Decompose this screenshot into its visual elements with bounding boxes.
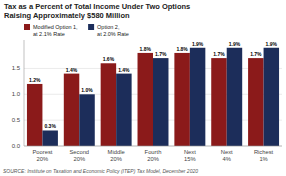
- x-axis-line: [24, 146, 282, 147]
- bar: [64, 74, 79, 146]
- data-label: 1.9%: [266, 41, 278, 47]
- x-tick-label: Richest1%: [254, 149, 274, 162]
- data-label: 1.4%: [118, 67, 130, 73]
- y-tick-label: 0.0: [12, 143, 21, 149]
- data-label: 1.9%: [192, 41, 204, 47]
- data-labels: 1.2%1.4%1.6%1.8%1.8%1.7%1.7%0.3%1.0%1.4%…: [29, 41, 278, 130]
- x-tick-label: Next15%: [184, 149, 196, 162]
- bar: [174, 53, 189, 146]
- data-label: 1.4%: [66, 67, 78, 73]
- legend-swatch: [88, 24, 94, 30]
- data-label: 0.3%: [44, 123, 56, 129]
- x-tick-label: Second20%: [69, 149, 89, 162]
- bars: [27, 48, 279, 146]
- bar: [79, 94, 94, 146]
- bar: [42, 130, 57, 146]
- data-label: 1.2%: [29, 77, 41, 83]
- x-tick-label: Poorest20%: [32, 149, 52, 162]
- x-tick-label: Middle20%: [108, 149, 125, 162]
- legend-entry: Modified Option 1,at 2.1% Rate: [33, 24, 78, 37]
- data-label: 1.7%: [213, 51, 225, 57]
- bar: [190, 48, 205, 146]
- y-tick-label: 1.0: [12, 91, 21, 97]
- x-tick-label: Fourth20%: [145, 149, 162, 162]
- data-label: 1.7%: [155, 51, 167, 57]
- data-label: 1.9%: [229, 41, 241, 47]
- legend: Modified Option 1,at 2.1% Rate Option 2,a…: [24, 24, 129, 37]
- data-label: 1.8%: [140, 46, 152, 52]
- legend-entry: Option 2,at 2.0% Rate: [97, 24, 129, 37]
- data-label: 1.7%: [250, 51, 262, 57]
- x-tick-label: Next4%: [221, 149, 233, 162]
- bar: [27, 84, 42, 146]
- data-label: 1.8%: [176, 46, 188, 52]
- bar: [153, 58, 168, 146]
- bar: [264, 48, 279, 146]
- y-tick-label: 0.5: [12, 117, 21, 123]
- bar: [138, 53, 153, 146]
- legend-swatch: [24, 24, 30, 30]
- chart: Tax as a Percent of Total Income Under T…: [0, 0, 286, 176]
- y-axis-line: [24, 40, 25, 146]
- title: Tax as a Percent of Total Income Under T…: [4, 2, 190, 20]
- y-tick-label: 1.5: [12, 65, 21, 71]
- bar: [211, 58, 226, 146]
- bar: [227, 48, 242, 146]
- source: SOURCE: Institute on Taxation and Econom…: [3, 168, 198, 174]
- data-label: 1.0%: [81, 87, 93, 93]
- data-label: 1.6%: [103, 56, 115, 62]
- bar: [116, 74, 131, 146]
- bar: [248, 58, 263, 146]
- bar: [101, 63, 116, 146]
